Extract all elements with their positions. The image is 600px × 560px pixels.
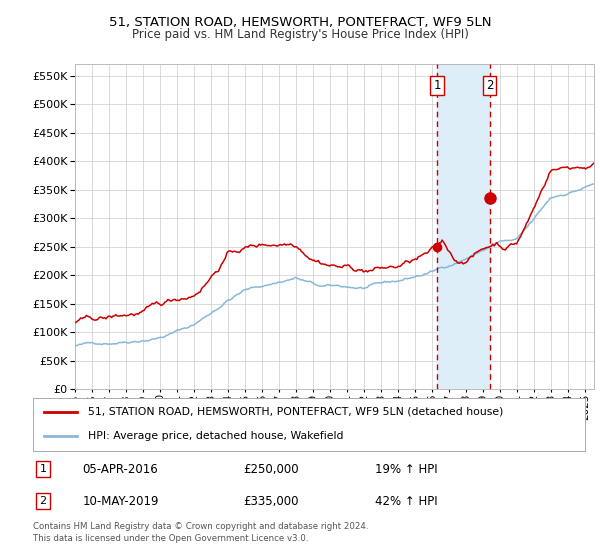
Text: 10-MAY-2019: 10-MAY-2019 [83,494,159,508]
Text: 19% ↑ HPI: 19% ↑ HPI [375,463,438,475]
Text: 51, STATION ROAD, HEMSWORTH, PONTEFRACT, WF9 5LN: 51, STATION ROAD, HEMSWORTH, PONTEFRACT,… [109,16,491,29]
Text: Price paid vs. HM Land Registry's House Price Index (HPI): Price paid vs. HM Land Registry's House … [131,28,469,41]
Text: £335,000: £335,000 [243,494,298,508]
Text: £250,000: £250,000 [243,463,298,475]
Bar [437,64,490,389]
Text: 42% ↑ HPI: 42% ↑ HPI [375,494,438,508]
Text: 2: 2 [40,496,46,506]
Text: 1: 1 [40,464,46,474]
Text: HPI: Average price, detached house, Wakefield: HPI: Average price, detached house, Wake… [88,431,344,441]
Text: 05-APR-2016: 05-APR-2016 [83,463,158,475]
Text: Contains HM Land Registry data © Crown copyright and database right 2024.
This d: Contains HM Land Registry data © Crown c… [33,522,368,543]
Text: 1: 1 [433,79,440,92]
Text: 51, STATION ROAD, HEMSWORTH, PONTEFRACT, WF9 5LN (detached house): 51, STATION ROAD, HEMSWORTH, PONTEFRACT,… [88,407,503,417]
Text: 2: 2 [486,79,493,92]
